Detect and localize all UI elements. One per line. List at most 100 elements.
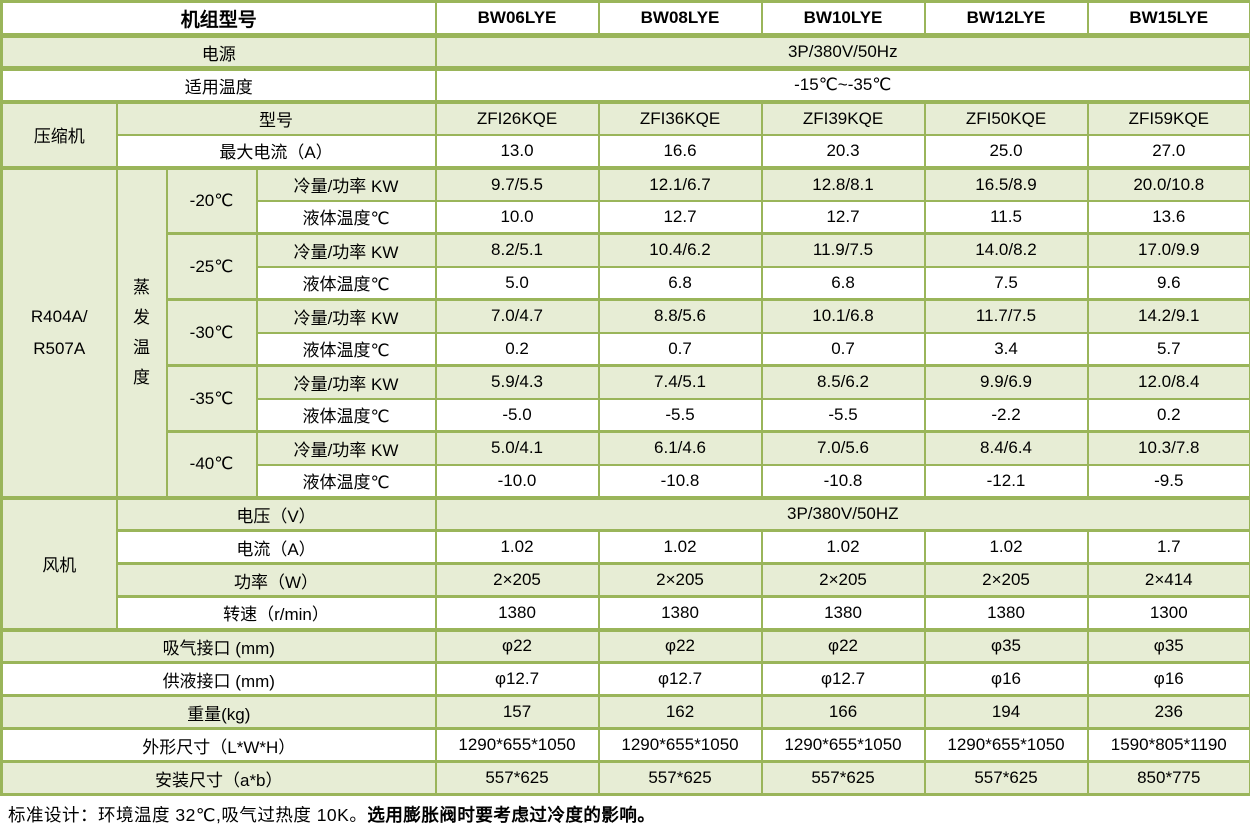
spec-value: 8.5/6.2 bbox=[760, 364, 926, 400]
spec-value: 11.7/7.5 bbox=[923, 298, 1089, 334]
evap-liquid-row: 液体温度℃ 5.0 6.8 6.8 7.5 9.6 bbox=[2, 265, 1250, 301]
power-value: 3P/380V/50Hz bbox=[434, 33, 1250, 70]
spec-value: 0.2 bbox=[1086, 397, 1250, 433]
liquid-temp-label: 液体温度℃ bbox=[255, 331, 437, 367]
spec-value: 557*625 bbox=[434, 760, 600, 796]
spec-value: 10.3/7.8 bbox=[1086, 430, 1250, 466]
capacity-power-label: 冷量/功率 KW bbox=[255, 232, 437, 268]
spec-value: ZFI39KQE bbox=[760, 99, 926, 136]
spec-value: 7.4/5.1 bbox=[597, 364, 763, 400]
spec-value: 6.8 bbox=[760, 265, 926, 301]
spec-value: 1.02 bbox=[760, 529, 926, 565]
spec-value: 7.0/5.6 bbox=[760, 430, 926, 466]
spec-value: ZFI26KQE bbox=[434, 99, 600, 136]
temp-range-value: -15℃~-35℃ bbox=[434, 66, 1250, 103]
compressor-current-label: 最大电流（A） bbox=[115, 133, 437, 169]
spec-value: 12.7 bbox=[597, 199, 763, 235]
spec-value: -5.0 bbox=[434, 397, 600, 433]
capacity-power-label: 冷量/功率 KW bbox=[255, 298, 437, 334]
liquid-temp-label: 液体温度℃ bbox=[255, 265, 437, 301]
fan-power-label: 功率（W） bbox=[115, 562, 437, 598]
evap-temp-label: -20℃ bbox=[165, 165, 258, 235]
fan-voltage-value: 3P/380V/50HZ bbox=[434, 495, 1250, 532]
compressor-current-row: 最大电流（A） 13.0 16.6 20.3 25.0 27.0 bbox=[2, 133, 1250, 169]
spec-value: 1.02 bbox=[597, 529, 763, 565]
fan-section-label: 风机 bbox=[0, 495, 118, 631]
spec-value: 8.8/5.6 bbox=[597, 298, 763, 334]
spec-value: 6.1/4.6 bbox=[597, 430, 763, 466]
spec-value: 1300 bbox=[1086, 595, 1250, 631]
spec-value: 11.5 bbox=[923, 199, 1089, 235]
fan-voltage-label: 电压（V） bbox=[115, 495, 437, 532]
refrigerant-label: R404A/ R507A bbox=[0, 165, 118, 499]
spec-value: 12.7 bbox=[760, 199, 926, 235]
spec-value: φ35 bbox=[1086, 627, 1250, 664]
model-header-row: 机组型号 BW06LYE BW08LYE BW10LYE BW12LYE BW1… bbox=[0, 0, 1250, 37]
evap-liquid-row: 液体温度℃ 0.2 0.7 0.7 3.4 5.7 bbox=[2, 331, 1250, 367]
spec-value: 2×205 bbox=[434, 562, 600, 598]
spec-value: ZFI59KQE bbox=[1086, 99, 1250, 136]
spec-value: 1290*655*1050 bbox=[597, 727, 763, 763]
spec-value: 0.7 bbox=[760, 331, 926, 367]
spec-value: -2.2 bbox=[923, 397, 1089, 433]
spec-value: -5.5 bbox=[760, 397, 926, 433]
spec-value: 9.9/6.9 bbox=[923, 364, 1089, 400]
spec-value: 7.5 bbox=[923, 265, 1089, 301]
evap-liquid-row: 液体温度℃ -5.0 -5.5 -5.5 -2.2 0.2 bbox=[2, 397, 1250, 433]
footnote: 标准设计：环境温度 32℃,吸气过热度 10K。选用膨胀阀时要考虑过冷度的影响。 bbox=[0, 796, 1250, 827]
spec-value: -12.1 bbox=[923, 463, 1089, 499]
model-name: BW15LYE bbox=[1086, 0, 1250, 37]
spec-value: 3.4 bbox=[923, 331, 1089, 367]
weight-label: 重量(kg) bbox=[0, 694, 437, 730]
spec-value: 5.9/4.3 bbox=[434, 364, 600, 400]
spec-value: 5.0/4.1 bbox=[434, 430, 600, 466]
spec-value: 1.02 bbox=[923, 529, 1089, 565]
dimensions-label: 外形尺寸（L*W*H） bbox=[0, 727, 437, 763]
footnote-normal-text: 标准设计：环境温度 32℃,吸气过热度 10K。 bbox=[8, 805, 368, 825]
spec-value: 1380 bbox=[760, 595, 926, 631]
spec-value: φ22 bbox=[434, 627, 600, 664]
evap-liquid-row: 液体温度℃ 10.0 12.7 12.7 11.5 13.6 bbox=[2, 199, 1250, 235]
spec-value: 9.6 bbox=[1086, 265, 1250, 301]
evap-axis-label: 蒸 发 温 度 bbox=[115, 165, 168, 499]
spec-value: 8.4/6.4 bbox=[923, 430, 1089, 466]
spec-value: ZFI36KQE bbox=[597, 99, 763, 136]
capacity-power-label: 冷量/功率 KW bbox=[255, 430, 437, 466]
model-name: BW06LYE bbox=[434, 0, 600, 37]
compressor-model-row: 压缩机 型号 ZFI26KQE ZFI36KQE ZFI39KQE ZFI50K… bbox=[0, 99, 1250, 169]
spec-value: 13.0 bbox=[434, 133, 600, 169]
capacity-power-label: 冷量/功率 KW bbox=[255, 165, 437, 202]
spec-value: 8.2/5.1 bbox=[434, 232, 600, 268]
liquid-temp-label: 液体温度℃ bbox=[255, 463, 437, 499]
spec-value: 5.7 bbox=[1086, 331, 1250, 367]
spec-value: 14.2/9.1 bbox=[1086, 298, 1250, 334]
spec-value: 162 bbox=[597, 694, 763, 730]
spec-value: 12.1/6.7 bbox=[597, 165, 763, 202]
spec-value: 20.0/10.8 bbox=[1086, 165, 1250, 202]
evap-temp-label: -40℃ bbox=[165, 430, 258, 499]
spec-value: 9.7/5.5 bbox=[434, 165, 600, 202]
model-name: BW10LYE bbox=[760, 0, 926, 37]
evap-liquid-row: 液体温度℃ -10.0 -10.8 -10.8 -12.1 -9.5 bbox=[2, 463, 1250, 499]
capacity-power-label: 冷量/功率 KW bbox=[255, 364, 437, 400]
spec-value: 10.0 bbox=[434, 199, 600, 235]
spec-value: 10.4/6.2 bbox=[597, 232, 763, 268]
spec-value: 1.02 bbox=[434, 529, 600, 565]
footnote-bold-text: 选用膨胀阀时要考虑过冷度的影响。 bbox=[367, 805, 656, 825]
power-row: 电源 3P/380V/50Hz bbox=[0, 33, 1250, 70]
spec-value: 1.7 bbox=[1086, 529, 1250, 565]
spec-value: 1380 bbox=[434, 595, 600, 631]
spec-value: 1590*805*1190 bbox=[1086, 727, 1250, 763]
spec-value: 12.0/8.4 bbox=[1086, 364, 1250, 400]
temp-range-row: 适用温度 -15℃~-35℃ bbox=[0, 66, 1250, 103]
spec-table: 机组型号 BW06LYE BW08LYE BW10LYE BW12LYE BW1… bbox=[0, 0, 1250, 796]
spec-value: 17.0/9.9 bbox=[1086, 232, 1250, 268]
spec-value: 12.8/8.1 bbox=[760, 165, 926, 202]
compressor-model-label: 型号 bbox=[115, 99, 437, 136]
spec-value: 2×205 bbox=[597, 562, 763, 598]
spec-value: 0.2 bbox=[434, 331, 600, 367]
fan-power-row: 功率（W） 2×205 2×205 2×205 2×205 2×414 bbox=[2, 562, 1250, 598]
evap-cap-row: -40℃ 冷量/功率 KW 5.0/4.1 6.1/4.6 7.0/5.6 8.… bbox=[2, 430, 1250, 499]
spec-value: φ12.7 bbox=[597, 661, 763, 697]
